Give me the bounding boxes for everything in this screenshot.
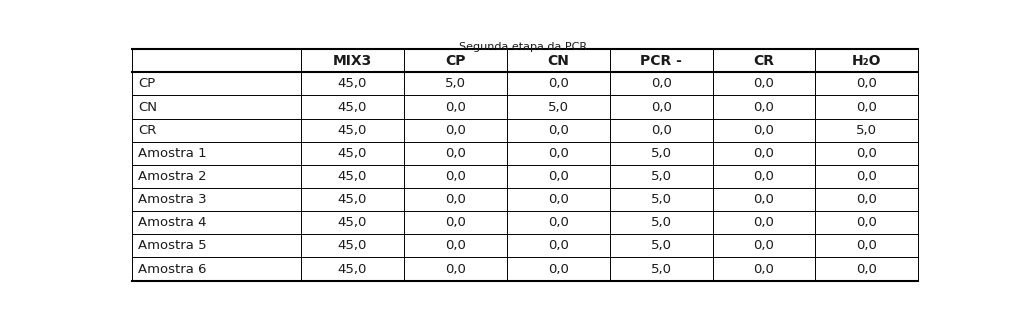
Text: 45,0: 45,0 bbox=[338, 193, 367, 206]
Text: 0,0: 0,0 bbox=[444, 262, 466, 275]
Text: CP: CP bbox=[138, 77, 156, 90]
Text: 0,0: 0,0 bbox=[754, 124, 774, 137]
Text: 0,0: 0,0 bbox=[548, 170, 568, 183]
Text: Amostra 3: Amostra 3 bbox=[138, 193, 207, 206]
Text: CR: CR bbox=[138, 124, 157, 137]
Text: 45,0: 45,0 bbox=[338, 170, 367, 183]
Text: 0,0: 0,0 bbox=[856, 193, 877, 206]
Text: 5,0: 5,0 bbox=[650, 262, 672, 275]
Text: 0,0: 0,0 bbox=[856, 216, 877, 229]
Text: 0,0: 0,0 bbox=[548, 216, 568, 229]
Text: 0,0: 0,0 bbox=[650, 77, 672, 90]
Text: 0,0: 0,0 bbox=[754, 216, 774, 229]
Text: 0,0: 0,0 bbox=[548, 193, 568, 206]
Text: 5,0: 5,0 bbox=[444, 77, 466, 90]
Text: 0,0: 0,0 bbox=[856, 147, 877, 160]
Text: 0,0: 0,0 bbox=[548, 239, 568, 252]
Text: CN: CN bbox=[138, 100, 158, 114]
Text: 0,0: 0,0 bbox=[856, 170, 877, 183]
Text: 0,0: 0,0 bbox=[856, 100, 877, 114]
Text: 0,0: 0,0 bbox=[754, 147, 774, 160]
Text: 0,0: 0,0 bbox=[754, 239, 774, 252]
Text: Amostra 5: Amostra 5 bbox=[138, 239, 207, 252]
Text: 45,0: 45,0 bbox=[338, 100, 367, 114]
Text: Amostra 6: Amostra 6 bbox=[138, 262, 207, 275]
Text: 0,0: 0,0 bbox=[754, 100, 774, 114]
Text: 0,0: 0,0 bbox=[856, 262, 877, 275]
Text: 0,0: 0,0 bbox=[444, 124, 466, 137]
Text: 0,0: 0,0 bbox=[754, 193, 774, 206]
Text: 0,0: 0,0 bbox=[548, 77, 568, 90]
Text: 45,0: 45,0 bbox=[338, 124, 367, 137]
Text: MIX3: MIX3 bbox=[333, 54, 372, 68]
Text: 5,0: 5,0 bbox=[548, 100, 568, 114]
Text: 0,0: 0,0 bbox=[650, 100, 672, 114]
Text: PCR -: PCR - bbox=[640, 54, 682, 68]
Text: Amostra 4: Amostra 4 bbox=[138, 216, 207, 229]
Text: 45,0: 45,0 bbox=[338, 147, 367, 160]
Text: 0,0: 0,0 bbox=[548, 124, 568, 137]
Text: 5,0: 5,0 bbox=[856, 124, 878, 137]
Text: 0,0: 0,0 bbox=[444, 216, 466, 229]
Text: 45,0: 45,0 bbox=[338, 216, 367, 229]
Text: 0,0: 0,0 bbox=[444, 100, 466, 114]
Text: 0,0: 0,0 bbox=[444, 170, 466, 183]
Text: Amostra 1: Amostra 1 bbox=[138, 147, 207, 160]
Text: 0,0: 0,0 bbox=[856, 239, 877, 252]
Text: Segunda etapa da PCR.: Segunda etapa da PCR. bbox=[459, 42, 591, 52]
Text: Amostra 2: Amostra 2 bbox=[138, 170, 207, 183]
Text: 0,0: 0,0 bbox=[548, 262, 568, 275]
Text: 5,0: 5,0 bbox=[650, 239, 672, 252]
Text: CR: CR bbox=[754, 54, 774, 68]
Text: CP: CP bbox=[445, 54, 466, 68]
Text: 0,0: 0,0 bbox=[754, 262, 774, 275]
Text: 5,0: 5,0 bbox=[650, 216, 672, 229]
Text: H₂O: H₂O bbox=[852, 54, 882, 68]
Text: 0,0: 0,0 bbox=[650, 124, 672, 137]
Text: 0,0: 0,0 bbox=[444, 193, 466, 206]
Text: 0,0: 0,0 bbox=[444, 239, 466, 252]
Text: CN: CN bbox=[547, 54, 569, 68]
Text: 0,0: 0,0 bbox=[754, 170, 774, 183]
Text: 0,0: 0,0 bbox=[548, 147, 568, 160]
Text: 0,0: 0,0 bbox=[856, 77, 877, 90]
Text: 0,0: 0,0 bbox=[444, 147, 466, 160]
Text: 5,0: 5,0 bbox=[650, 193, 672, 206]
Text: 45,0: 45,0 bbox=[338, 77, 367, 90]
Text: 45,0: 45,0 bbox=[338, 262, 367, 275]
Text: 0,0: 0,0 bbox=[754, 77, 774, 90]
Text: 5,0: 5,0 bbox=[650, 147, 672, 160]
Text: 5,0: 5,0 bbox=[650, 170, 672, 183]
Text: 45,0: 45,0 bbox=[338, 239, 367, 252]
